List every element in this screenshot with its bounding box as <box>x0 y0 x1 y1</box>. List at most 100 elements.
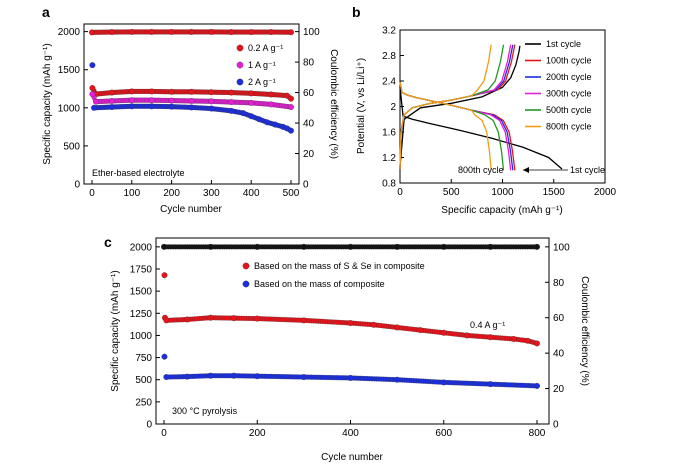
panel-c-rate-annotation: 0.4 A g⁻¹ <box>470 320 505 330</box>
panel-c-xlabel: Cycle number <box>321 452 383 463</box>
panel-b-x-ticks: 0 500 1000 1500 2000 <box>397 179 617 198</box>
panel-a-x-tick-label-1: 100 <box>123 188 140 199</box>
panel-b-series-5-charge <box>399 44 492 170</box>
panel-c-series-0-datapoint-3 <box>184 316 191 323</box>
panel-c-y-tick-label-7: 1750 <box>130 265 153 276</box>
panel-b-letter: b <box>352 4 361 20</box>
panel-a-series-0-datapoint-6 <box>188 88 195 95</box>
panel-c-series-2-datapoint-3 <box>300 243 307 250</box>
panel-a-series-1-datapoint-3 <box>128 97 135 104</box>
panel-a-series-1-datapoint-6 <box>188 98 195 104</box>
panel-c: c 0 200 400 600 800 025050075010001250150017… <box>104 234 590 463</box>
panel-a-legend-0-marker <box>236 44 244 52</box>
panel-c-series-0-datapoint-9 <box>370 321 377 328</box>
panel-a-legend-2-label: 2 A g⁻¹ <box>248 77 276 87</box>
panel-c-x-ticks: 0 200 400 600 800 <box>161 420 546 439</box>
panel-a-series-0-datapoint-12 <box>288 95 294 102</box>
panel-a-legend: 0.2 A g⁻¹ 1 A g⁻¹ 2 A g⁻¹ <box>236 43 283 87</box>
panel-a-series-3-datapoint-4 <box>168 28 175 35</box>
panel-a-legend-2-marker <box>236 78 244 86</box>
panel-c-series-0-datapoint-7 <box>300 317 307 324</box>
panel-a-series-0-datapoint-9 <box>248 90 255 97</box>
panel-c-y-tick-label-2: 500 <box>135 375 152 386</box>
panel-c-series-2-datapoint-4 <box>347 243 354 250</box>
panel-b-series-4-discharge <box>399 82 505 171</box>
panel-c-series-2-datapoint-5 <box>394 243 401 250</box>
panel-b-y-tick-label-5: 2.8 <box>382 51 396 62</box>
panel-a-x-tick-label-2: 200 <box>163 188 180 199</box>
panel-a-marks <box>89 28 294 134</box>
panel-a-series-2-datapoint-2 <box>108 104 115 110</box>
panel-a-legend-1-label: 1 A g⁻¹ <box>248 60 276 70</box>
panel-c-series-1-datapoint-9 <box>440 379 447 386</box>
panel-a-series-2-datapoint-3 <box>128 103 135 110</box>
panel-a-series-3-datapoint-1 <box>108 29 115 36</box>
panel-a-series-1-datapoint-0 <box>89 91 96 98</box>
panel-c-series-2-datapoint-2 <box>254 243 261 250</box>
panel-a-series-2-datapoint-13 <box>272 121 279 128</box>
panel-a-series-3-datapoint-5 <box>188 28 195 35</box>
panel-a-series-0-datapoint-10 <box>268 91 275 98</box>
panel-a-series-2-datapoint-11 <box>256 116 263 123</box>
panel-c-legend-0-marker <box>242 262 250 270</box>
panel-a-y2-tick-label-4: 80 <box>303 58 315 69</box>
panel-a-series-3-datapoint-2 <box>128 28 135 35</box>
panel-b-series-3-discharge <box>399 82 512 171</box>
panel-b-y-tick-label-1: 1.2 <box>382 153 396 164</box>
panel-c-y-tick-label-4: 1000 <box>130 331 153 342</box>
panel-a-y-ticks: 0 500 1000 1500 2000 <box>58 27 88 191</box>
panel-b-legend-4-label: 500th cycle <box>546 105 592 115</box>
panel-a-series-2-datapoint-7 <box>208 105 215 112</box>
panel-a-series-3-datapoint-9 <box>268 29 275 36</box>
panel-a-series-0-datapoint-4 <box>148 88 155 95</box>
panel-b-series-1-discharge <box>399 82 516 171</box>
panel-a-series-2-datapoint-16 <box>288 127 294 134</box>
panel-b-series-5-discharge <box>399 82 492 171</box>
panel-b-annotation-800: 800th cycle <box>458 165 504 175</box>
panel-c-y2-tick-label-2: 40 <box>553 349 565 360</box>
panel-c-x-tick-label-3: 600 <box>435 428 452 439</box>
panel-c-y2-ticks: 0 20 40 60 80 100 <box>545 242 570 431</box>
panel-b-x-tick-label-3: 1500 <box>543 187 566 198</box>
panel-a-series-3-datapoint-3 <box>148 28 155 35</box>
panel-c-series-2-datapoint-0 <box>161 243 167 250</box>
panel-a-series-2-datapoint-10 <box>248 113 255 120</box>
panel-c-pyrolysis-annotation: 300 °C pyrolysis <box>172 406 238 416</box>
panel-c-series-0-datapoint-4 <box>207 314 214 321</box>
panel-c-series-2-datapoint-6 <box>440 243 447 250</box>
panel-b-x-tick-label-2: 1000 <box>491 187 514 198</box>
panel-c-series-0-datapoint-15 <box>510 336 517 342</box>
panel-b-x-tick-label-1: 500 <box>443 187 460 198</box>
panel-c-y-ticks: 0 250 500 750 1000 1250 1500 1750 2000 <box>130 242 160 431</box>
panel-c-series-1-datapoint-4 <box>230 372 237 379</box>
panel-c-y2-tick-label-0: 0 <box>553 420 559 431</box>
panel-c-legend-1-marker <box>242 280 250 288</box>
panel-a-y-tick-label-3: 1500 <box>58 65 81 76</box>
panel-c-series-2-datapoint-8 <box>534 243 540 250</box>
panel-a-legend-1-marker <box>236 61 244 69</box>
panel-a-y-tick-label-4: 2000 <box>58 27 81 38</box>
panel-c-y-tick-label-6: 1500 <box>130 287 153 298</box>
panel-c-series-0-datapoint-5 <box>230 315 237 322</box>
panel-c-y2-tick-label-5: 100 <box>553 242 570 253</box>
panel-b-ylabel: Potential (V, vs Li/Li⁺) <box>356 58 367 154</box>
panel-b-legend-0-label: 1st cycle <box>546 39 581 49</box>
panel-a-series-1-datapoint-5 <box>168 97 175 104</box>
panel-a-series-2-datapoint-1 <box>91 104 97 111</box>
panel-a-series-3-datapoint-6 <box>208 28 215 35</box>
panel-c-series-0-datapoint-11 <box>417 327 424 334</box>
panel-a-x-tick-label-5: 500 <box>283 188 300 199</box>
panel-c-series-1-datapoint-2 <box>184 373 191 380</box>
panel-b-legend-2-label: 200th cycle <box>546 72 592 82</box>
panel-c-series-0-datapoint-6 <box>254 315 261 322</box>
panel-a-series-0-datapoint-2 <box>108 89 115 96</box>
panel-a-series-1-datapoint-10 <box>268 101 275 108</box>
panel-c-series-0-datapoint-14 <box>487 334 494 341</box>
panel-a-series-2-datapoint-4 <box>148 103 155 110</box>
panel-c-y-tick-label-1: 250 <box>135 397 152 408</box>
panel-c-letter: c <box>104 234 112 250</box>
panel-b-legend: 1st cycle 100th cycle 200th cycle 300th cyc… <box>525 39 592 132</box>
panel-a-series-1-datapoint-1 <box>93 98 99 105</box>
